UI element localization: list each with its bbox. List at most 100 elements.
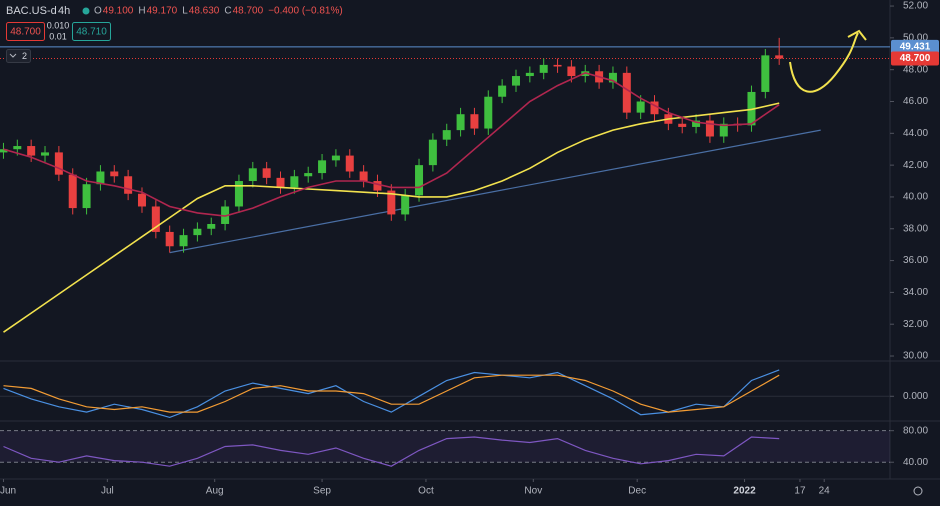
candle-body bbox=[719, 123, 728, 137]
ohlc-key: C bbox=[224, 6, 231, 17]
x-tick-label: 17 bbox=[794, 486, 806, 497]
candle-body bbox=[692, 120, 701, 127]
y-tick-label: 40.00 bbox=[903, 457, 928, 468]
price-level-label: 48.700 bbox=[900, 53, 931, 64]
candle-body bbox=[678, 123, 687, 127]
candle-body bbox=[415, 165, 424, 196]
spread: 0.01 bbox=[49, 31, 67, 41]
candle-body bbox=[442, 130, 451, 140]
ohlc-legend: O 49.100 H 49.170 L 48.630 C 48.700 −0.400 (−0.8… bbox=[94, 6, 343, 17]
ohlc-key: H bbox=[138, 6, 145, 17]
moving-average bbox=[3, 72, 780, 217]
plot-area: 30.00 32.00 34.00 36.00 38.00 40.00 42.00 44.00… bbox=[0, 1, 939, 497]
candle-body bbox=[498, 85, 507, 97]
y-tick-label: 48.00 bbox=[903, 64, 928, 75]
indicator-line bbox=[3, 436, 780, 467]
ohlc-value: 48.630 bbox=[189, 6, 220, 17]
sell-box[interactable] bbox=[6, 22, 45, 41]
candle-body bbox=[456, 114, 465, 131]
price-change: −0.400 (−0.81%) bbox=[268, 6, 343, 17]
trendline bbox=[169, 129, 821, 254]
candle-body bbox=[775, 55, 784, 59]
x-tick-label: Sep bbox=[313, 486, 331, 497]
candle-body bbox=[0, 149, 8, 153]
panel: 30.00 32.00 34.00 36.00 38.00 40.00 42.00 44.00… bbox=[0, 1, 939, 497]
ask-price: 48.710 bbox=[76, 27, 107, 38]
panel: 0.000 bbox=[0, 369, 928, 419]
candle-body bbox=[193, 228, 202, 236]
candle-body bbox=[290, 176, 299, 188]
indicator-line bbox=[3, 374, 780, 413]
panel: 40.00 80.00 bbox=[0, 425, 928, 468]
y-tick-label: 40.00 bbox=[903, 192, 928, 203]
candle-body bbox=[608, 72, 617, 83]
ohlc-value: 49.100 bbox=[103, 6, 134, 17]
candle-body bbox=[484, 96, 493, 129]
y-tick-label: 34.00 bbox=[903, 287, 928, 298]
x-tick-label: Oct bbox=[418, 486, 434, 497]
candle-body bbox=[304, 173, 313, 177]
candle-body bbox=[373, 181, 382, 191]
candle-body bbox=[27, 146, 36, 156]
candle-body bbox=[622, 72, 631, 113]
candle-body bbox=[525, 72, 534, 77]
ohlc-value: 48.700 bbox=[233, 6, 264, 17]
candle-body bbox=[318, 160, 327, 174]
candle-body bbox=[428, 139, 437, 166]
y-tick-label: 80.00 bbox=[903, 425, 928, 436]
price-level-tag bbox=[891, 39, 939, 54]
buy-box[interactable] bbox=[72, 22, 111, 41]
y-tick-label: 50.00 bbox=[903, 33, 928, 44]
moving-average bbox=[3, 102, 780, 333]
price-level-tag bbox=[891, 51, 939, 66]
x-tick-label: 2022 bbox=[733, 486, 756, 497]
candle-body bbox=[13, 146, 22, 150]
y-tick-label: 44.00 bbox=[903, 128, 928, 139]
candle-body bbox=[151, 206, 160, 232]
y-tick-label: 0.000 bbox=[903, 391, 928, 402]
settings-icon[interactable] bbox=[913, 486, 923, 496]
y-tick-label: 36.00 bbox=[903, 255, 928, 266]
candle-body bbox=[511, 76, 520, 86]
hidden-indicator-count: 2 bbox=[22, 51, 27, 61]
spread: 0.010 bbox=[47, 20, 70, 30]
candle-body bbox=[54, 152, 63, 175]
indicators-toggle[interactable] bbox=[6, 49, 31, 63]
candle-body bbox=[276, 177, 285, 188]
y-tick-label: 38.00 bbox=[903, 223, 928, 234]
drawn-arrow bbox=[789, 29, 867, 93]
interval: 4h bbox=[58, 5, 70, 17]
candle-body bbox=[165, 231, 174, 247]
x-tick-label: Dec bbox=[628, 486, 646, 497]
y-tick-label: 32.00 bbox=[903, 319, 928, 330]
candle-body bbox=[470, 114, 479, 129]
candle-body bbox=[96, 171, 105, 185]
candle-body bbox=[387, 190, 396, 215]
candle-body bbox=[553, 64, 562, 67]
candle-body bbox=[234, 181, 243, 207]
x-tick-label: 24 bbox=[819, 486, 831, 497]
x-tick-label: Nov bbox=[524, 486, 542, 497]
candle-body bbox=[636, 101, 645, 113]
candle-body bbox=[68, 174, 77, 209]
candle-body bbox=[539, 64, 548, 73]
y-tick-label: 52.00 bbox=[903, 1, 928, 12]
chevron bbox=[9, 53, 17, 58]
x-tick-label: Aug bbox=[206, 486, 224, 497]
candle-body bbox=[705, 120, 714, 137]
candle-body bbox=[359, 171, 368, 182]
y-tick-label: 42.00 bbox=[903, 160, 928, 171]
bid-price: 48.700 bbox=[10, 27, 41, 38]
candle-body bbox=[179, 235, 188, 247]
x-tick-label: Jul bbox=[101, 486, 114, 497]
candle-body bbox=[761, 55, 770, 92]
candle-body bbox=[331, 155, 340, 161]
price-level-label: 49.431 bbox=[900, 42, 931, 53]
candle-body bbox=[137, 193, 146, 207]
market-status bbox=[82, 7, 90, 15]
candle-body bbox=[248, 168, 257, 182]
y-tick-label: 46.00 bbox=[903, 96, 928, 107]
